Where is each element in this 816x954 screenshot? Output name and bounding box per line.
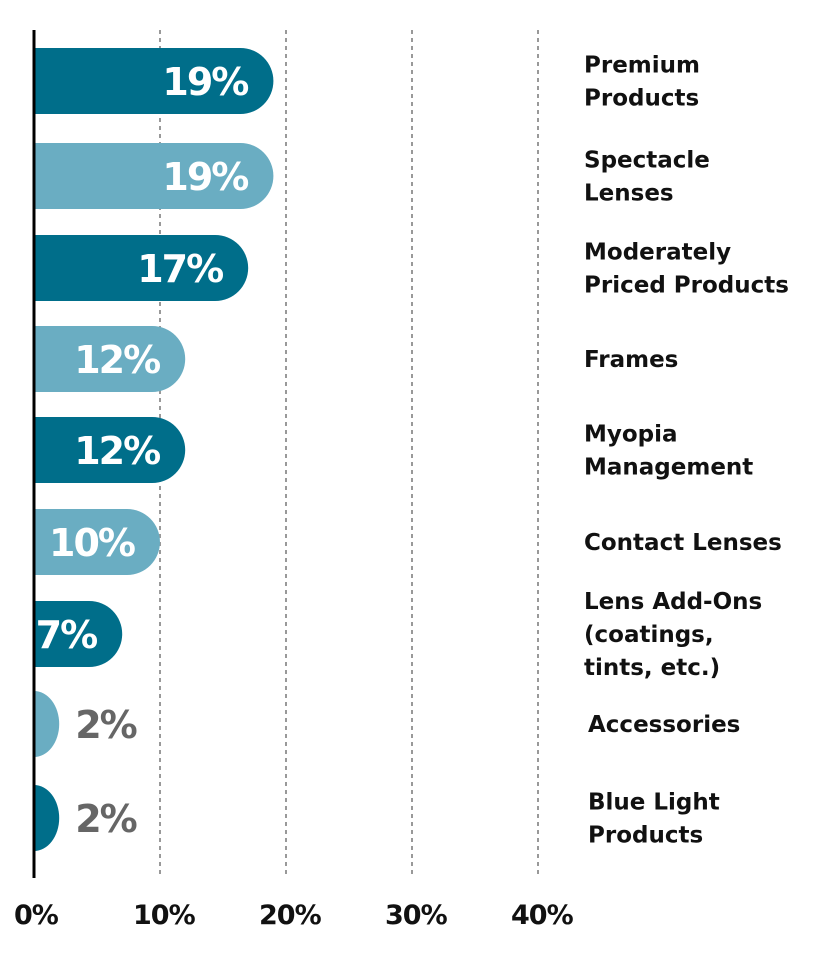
x-tick-label: 0% bbox=[14, 900, 59, 931]
category-label: Frames bbox=[584, 347, 678, 373]
bar bbox=[34, 417, 186, 483]
category-labels: Premium Products Spectacle Lenses Moderately… bbox=[584, 53, 789, 849]
bar-value-label: 19% bbox=[162, 155, 248, 199]
category-label: Contact Lenses bbox=[584, 530, 782, 556]
category-label: Moderately Priced Products bbox=[584, 240, 789, 299]
bar-value-label: 19% bbox=[162, 60, 248, 104]
x-tick-labels: 0% 10% 20% 30% 40% bbox=[14, 900, 575, 931]
category-label: Spectacle Lenses bbox=[584, 148, 710, 207]
x-tick-label: 30% bbox=[385, 900, 448, 931]
category-label: Premium Products bbox=[584, 53, 700, 112]
x-tick-label: 10% bbox=[133, 900, 196, 931]
bar bbox=[34, 326, 186, 392]
bar bbox=[34, 235, 249, 301]
category-label: Myopia Management bbox=[584, 422, 753, 481]
x-tick-label: 40% bbox=[511, 900, 574, 931]
bar-value-label: 17% bbox=[137, 247, 223, 291]
bar-value-label: 7% bbox=[36, 613, 97, 657]
category-label: Lens Add-Ons (coatings, tints, etc.) bbox=[584, 589, 762, 681]
bar-value-label: 12% bbox=[74, 429, 160, 473]
category-label: Accessories bbox=[588, 712, 740, 738]
bar bbox=[34, 48, 274, 114]
bar bbox=[34, 785, 60, 851]
category-label: Blue Light Products bbox=[588, 790, 720, 849]
value-labels: 19% 19% 17% 12% 12% 10% 7% 2% 2% bbox=[36, 60, 251, 841]
bar-value-label: 2% bbox=[75, 797, 136, 841]
bar bbox=[34, 691, 60, 757]
bar-value-label: 12% bbox=[74, 338, 160, 382]
bar bbox=[34, 601, 123, 667]
bar-value-label: 2% bbox=[75, 703, 136, 747]
bar bbox=[34, 143, 274, 209]
bars bbox=[34, 48, 274, 851]
bar bbox=[34, 509, 160, 575]
bar-value-label: 10% bbox=[49, 521, 135, 565]
x-tick-label: 20% bbox=[259, 900, 322, 931]
